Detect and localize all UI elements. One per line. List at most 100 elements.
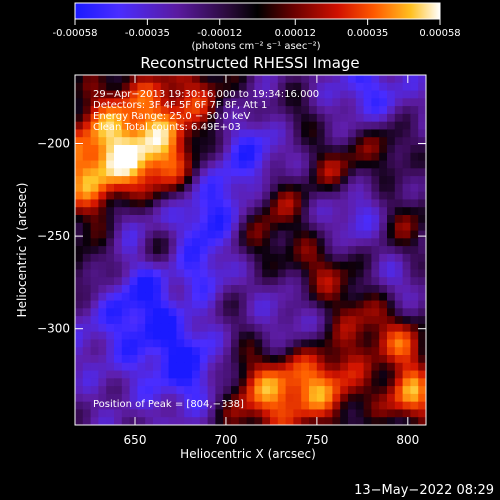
heatmap-cell xyxy=(277,152,287,162)
heatmap-cell xyxy=(199,160,209,169)
heatmap-cell xyxy=(114,285,123,294)
heatmap-cell xyxy=(137,386,146,395)
heatmap-cell xyxy=(355,409,365,418)
heatmap-cell xyxy=(98,137,107,146)
heatmap-cell xyxy=(293,409,302,418)
heatmap-cell xyxy=(176,285,185,294)
heatmap-cell xyxy=(145,316,154,325)
heatmap-cell xyxy=(293,238,302,247)
heatmap-cell xyxy=(199,230,209,239)
heatmap-cell xyxy=(184,160,193,169)
heatmap-cell xyxy=(301,261,310,271)
heatmap-cell xyxy=(223,316,232,325)
heatmap-cell xyxy=(394,137,404,146)
heatmap-cell xyxy=(316,90,326,99)
heatmap-cell xyxy=(348,168,357,177)
heatmap-cell xyxy=(168,347,177,356)
heatmap-cell xyxy=(106,355,115,364)
heatmap-cell xyxy=(114,168,123,177)
heatmap-cell xyxy=(176,113,185,123)
heatmap-cell xyxy=(176,378,185,387)
heatmap-cell xyxy=(285,168,294,177)
heatmap-cell xyxy=(137,207,146,216)
heatmap-cell xyxy=(301,129,310,138)
heatmap-cell xyxy=(418,106,426,115)
heatmap-cell xyxy=(371,347,380,356)
heatmap-cell xyxy=(98,145,107,154)
heatmap-cell xyxy=(184,98,193,107)
heatmap-cell xyxy=(98,121,107,131)
heatmap-cell xyxy=(75,292,84,302)
heatmap-cell xyxy=(90,129,99,138)
heatmap-cell xyxy=(316,331,326,341)
heatmap-cell xyxy=(98,222,107,232)
heatmap-cell xyxy=(355,183,365,193)
heatmap-cell xyxy=(246,137,255,146)
heatmap-cell xyxy=(238,417,248,425)
heatmap-cell xyxy=(301,82,310,92)
heatmap-cell xyxy=(387,137,396,146)
heatmap-cell xyxy=(114,106,123,115)
heatmap-cell xyxy=(176,355,185,364)
heatmap-cell xyxy=(192,323,201,333)
heatmap-cell xyxy=(106,261,115,271)
heatmap-cell xyxy=(316,183,326,193)
heatmap-cell xyxy=(160,386,170,395)
heatmap-cell xyxy=(184,215,193,224)
heatmap-cell xyxy=(145,152,154,162)
heatmap-cell xyxy=(114,191,123,201)
heatmap-cell xyxy=(348,176,357,185)
heatmap-cell xyxy=(176,323,185,333)
heatmap-cell xyxy=(145,137,154,146)
heatmap-cell xyxy=(246,370,255,379)
heatmap-cell xyxy=(332,316,341,325)
heatmap-cell xyxy=(176,409,185,418)
heatmap-cell xyxy=(410,129,419,138)
heatmap-cell xyxy=(223,323,232,333)
heatmap-cell xyxy=(262,347,271,356)
heatmap-cell xyxy=(254,316,263,325)
heatmap-cell xyxy=(418,191,426,201)
heatmap-cell xyxy=(75,176,84,185)
heatmap-cell xyxy=(270,121,279,131)
heatmap-cell xyxy=(121,277,131,286)
heatmap-cell xyxy=(418,145,426,154)
heatmap-cell xyxy=(114,183,123,193)
heatmap-cell xyxy=(348,261,357,271)
heatmap-cell xyxy=(277,246,287,255)
heatmap-cell xyxy=(168,82,177,92)
heatmap-cell xyxy=(121,316,131,325)
heatmap-cell xyxy=(114,370,123,379)
heatmap-cell xyxy=(270,113,279,123)
heatmap-cell xyxy=(176,137,185,146)
heatmap-cell xyxy=(192,362,201,372)
heatmap-cell xyxy=(418,401,426,411)
heatmap-cell xyxy=(207,113,216,123)
heatmap-cell xyxy=(418,378,426,387)
heatmap-cell xyxy=(418,113,426,123)
heatmap-cell xyxy=(75,277,84,286)
heatmap-cell xyxy=(355,370,365,379)
heatmap-cell xyxy=(246,145,255,154)
heatmap-cell xyxy=(363,409,372,418)
heatmap-cell xyxy=(402,362,411,372)
heatmap-cell xyxy=(231,308,240,317)
heatmap-cell xyxy=(137,253,146,263)
heatmap-cell xyxy=(277,269,287,278)
heatmap-cell xyxy=(168,378,177,387)
heatmap-cell xyxy=(207,160,216,169)
heatmap-cell xyxy=(402,199,411,208)
heatmap-cell xyxy=(410,176,419,185)
heatmap-cell xyxy=(137,362,146,372)
heatmap-cell xyxy=(379,261,388,271)
heatmap-cell xyxy=(270,417,279,425)
heatmap-cell xyxy=(231,129,240,138)
heatmap-cell xyxy=(270,129,279,138)
heatmap-cell xyxy=(418,238,426,247)
heatmap-cell xyxy=(223,300,232,309)
heatmap-cell xyxy=(418,129,426,138)
heatmap-cell xyxy=(410,75,419,84)
heatmap-cell xyxy=(145,285,154,294)
heatmap-cell xyxy=(340,75,349,84)
